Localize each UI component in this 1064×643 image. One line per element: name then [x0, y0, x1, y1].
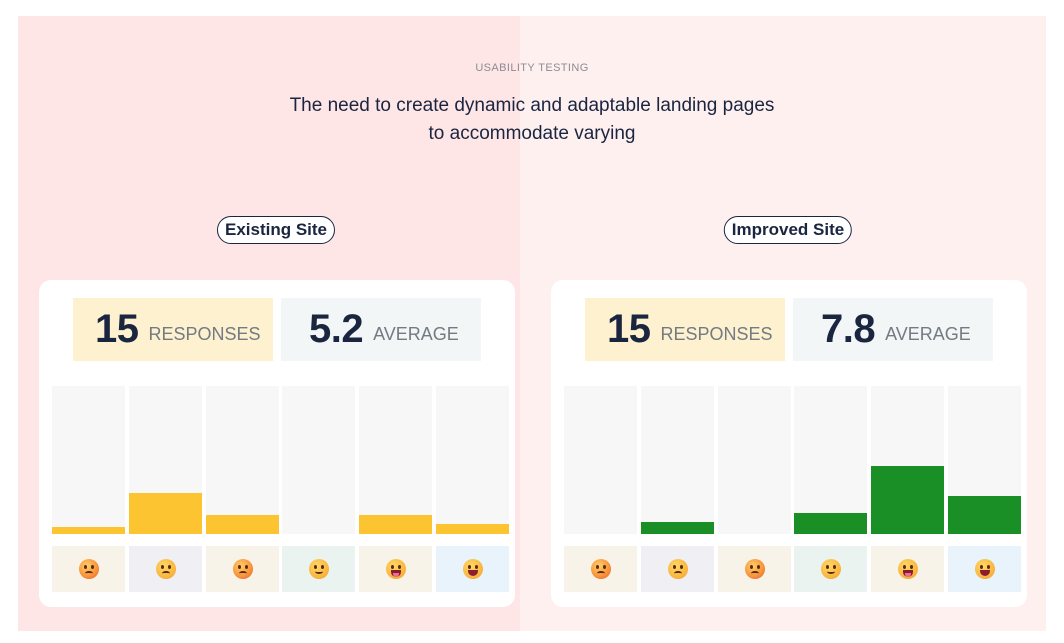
- improved-site-label: Improved Site: [723, 216, 853, 244]
- slightly-smiling-face-icon: [820, 559, 841, 579]
- rating-column: [282, 386, 355, 534]
- face-mouth: [390, 570, 401, 577]
- rating-option[interactable]: [948, 546, 1021, 592]
- average-stat: 7.8 AVERAGE: [793, 298, 993, 361]
- rating-column: [641, 386, 714, 534]
- slightly-smiling-face-icon: [308, 559, 329, 579]
- average-stat: 5.2 AVERAGE: [281, 298, 481, 361]
- responses-stat: 15 RESPONSES: [73, 298, 273, 361]
- worried-face-icon: [232, 559, 253, 579]
- rating-option[interactable]: [52, 546, 125, 592]
- rating-distribution: [564, 386, 1021, 534]
- rating-bar: [52, 527, 125, 534]
- rating-distribution: [52, 386, 509, 534]
- face-mouth: [750, 571, 759, 576]
- headline-line-2: to accommodate varying: [428, 123, 636, 144]
- rating-column: [206, 386, 279, 534]
- average-value: 5.2: [309, 307, 364, 351]
- rating-column: [718, 386, 791, 534]
- rating-column: [794, 386, 867, 534]
- rating-column: [359, 386, 432, 534]
- rating-column: [564, 386, 637, 534]
- face-mouth: [673, 571, 682, 576]
- face-mouth: [596, 571, 605, 576]
- rating-option[interactable]: [871, 546, 944, 592]
- rating-column: [129, 386, 202, 534]
- average-label: AVERAGE: [373, 324, 459, 344]
- grinning-tongue-face-icon: [897, 559, 918, 579]
- rating-bar: [794, 513, 867, 534]
- rating-option[interactable]: [129, 546, 202, 592]
- rating-option[interactable]: [206, 546, 279, 592]
- rating-option[interactable]: [794, 546, 867, 592]
- responses-label: RESPONSES: [660, 324, 773, 344]
- rating-bar: [948, 496, 1021, 534]
- tired-face-icon: [78, 559, 99, 579]
- rating-bar: [359, 515, 432, 534]
- rating-bar: [206, 515, 279, 534]
- responses-count: 15: [95, 307, 139, 351]
- rating-option[interactable]: [718, 546, 791, 592]
- section-headline: The need to create dynamic and adaptable…: [18, 92, 1046, 148]
- responses-count: 15: [607, 307, 651, 351]
- grinning-tongue-face-icon: [385, 559, 406, 579]
- improved-site-card: 15 RESPONSES 7.8 AVERAGE: [551, 280, 1027, 607]
- face-mouth: [314, 569, 323, 574]
- rating-bar: [871, 466, 944, 534]
- section-eyebrow: USABILITY TESTING: [475, 62, 589, 74]
- face-mouth: [161, 571, 170, 576]
- responses-stat: 15 RESPONSES: [585, 298, 785, 361]
- face-mouth: [84, 571, 93, 576]
- face-mouth: [826, 569, 835, 574]
- rating-scale: [52, 546, 509, 592]
- worried-face-icon: [744, 559, 765, 579]
- rating-option[interactable]: [359, 546, 432, 592]
- rating-scale: [564, 546, 1021, 592]
- face-mouth: [467, 570, 478, 576]
- responses-label: RESPONSES: [148, 324, 261, 344]
- existing-site-card: 15 RESPONSES 5.2 AVERAGE: [39, 280, 515, 607]
- rating-column: [52, 386, 125, 534]
- average-value: 7.8: [821, 307, 876, 351]
- rating-bar: [436, 524, 509, 534]
- frowning-face-icon: [155, 559, 176, 579]
- face-mouth: [902, 570, 913, 577]
- rating-bar: [129, 493, 202, 534]
- rating-column: [436, 386, 509, 534]
- average-label: AVERAGE: [885, 324, 971, 344]
- tired-face-icon: [590, 559, 611, 579]
- rating-option[interactable]: [564, 546, 637, 592]
- rating-option[interactable]: [641, 546, 714, 592]
- frowning-face-icon: [667, 559, 688, 579]
- headline-line-1: The need to create dynamic and adaptable…: [289, 95, 775, 116]
- rating-bar: [641, 522, 714, 534]
- rating-column: [948, 386, 1021, 534]
- rating-option[interactable]: [282, 546, 355, 592]
- smiling-face-icon: [462, 559, 483, 579]
- usability-panel: USABILITY TESTING The need to create dyn…: [18, 16, 1046, 631]
- face-mouth: [238, 571, 247, 576]
- face-mouth: [979, 570, 990, 576]
- smiling-face-icon: [974, 559, 995, 579]
- rating-option[interactable]: [436, 546, 509, 592]
- existing-site-label: Existing Site: [216, 216, 336, 244]
- rating-column: [871, 386, 944, 534]
